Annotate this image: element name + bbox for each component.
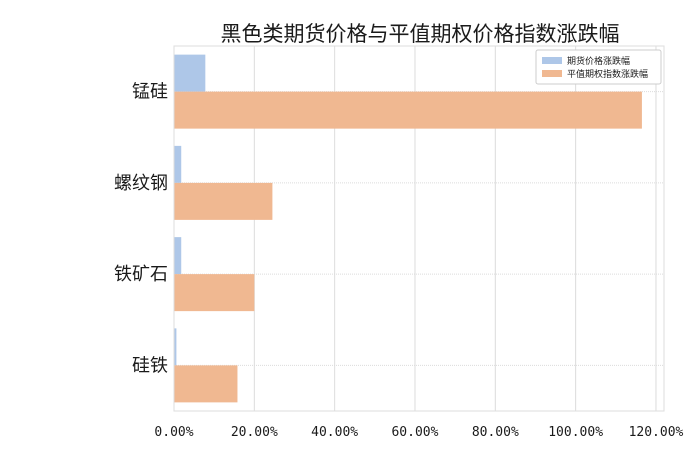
bar-futures xyxy=(174,237,182,275)
bar-options xyxy=(174,182,273,220)
x-tick-label: 60.00% xyxy=(391,425,438,440)
legend-swatch-futures xyxy=(542,57,562,64)
chart-title: 黑色类期货价格与平值期权价格指数涨跌幅 xyxy=(221,22,620,46)
category-label: 螺纹钢 xyxy=(114,173,168,194)
legend: 期货价格涨跌幅 平值期权指数涨跌幅 xyxy=(535,49,662,85)
category-label: 锰硅 xyxy=(132,82,168,103)
bar-futures xyxy=(174,54,206,92)
x-tick-label: 80.00% xyxy=(472,425,519,440)
legend-swatch-options xyxy=(542,70,562,77)
category-label: 铁矿石 xyxy=(114,264,168,285)
bars xyxy=(174,54,642,403)
bar-futures xyxy=(174,145,182,183)
x-tick-label: 20.00% xyxy=(231,425,278,440)
plot-frame xyxy=(173,45,665,412)
x-tick-label: 120.00% xyxy=(629,425,684,440)
bar-options xyxy=(174,91,642,129)
bar-options xyxy=(174,365,238,403)
x-tick-label: 100.00% xyxy=(548,425,603,440)
legend-label-futures: 期货价格涨跌幅 xyxy=(567,55,630,67)
legend-label-options: 平值期权指数涨跌幅 xyxy=(567,68,648,80)
bar-futures xyxy=(174,328,177,366)
x-tick-label: 0.00% xyxy=(154,425,193,440)
x-tick-labels: 0.00% 20.00% 40.00% 60.00% 80.00% 100.00% 120.… xyxy=(154,425,683,440)
x-tick-label: 40.00% xyxy=(311,425,358,440)
legend-box xyxy=(535,49,662,85)
bar-options xyxy=(174,274,255,312)
category-label: 硅铁 xyxy=(132,355,168,376)
